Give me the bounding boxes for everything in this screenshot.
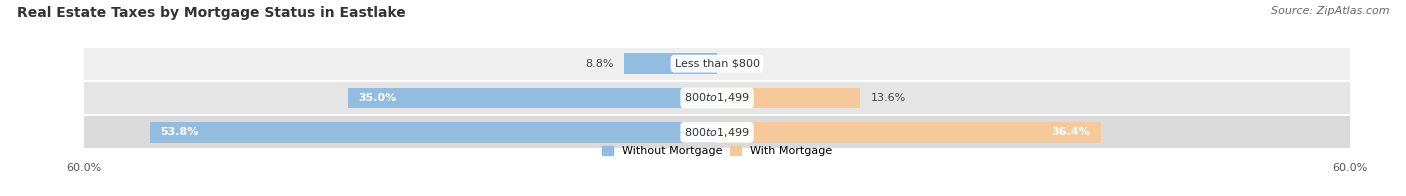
Text: 8.8%: 8.8% (585, 59, 614, 69)
Text: $800 to $1,499: $800 to $1,499 (685, 92, 749, 104)
Bar (84, 115, 1350, 150)
Bar (717, 122, 1101, 143)
Bar (717, 88, 860, 108)
Text: 53.8%: 53.8% (160, 127, 198, 137)
Bar (624, 54, 717, 74)
Text: 35.0%: 35.0% (359, 93, 396, 103)
Bar (150, 122, 717, 143)
Legend: Without Mortgage, With Mortgage: Without Mortgage, With Mortgage (602, 146, 832, 156)
Text: 0.0%: 0.0% (728, 59, 756, 69)
Text: 13.6%: 13.6% (872, 93, 907, 103)
Text: Less than $800: Less than $800 (675, 59, 759, 69)
Text: $800 to $1,499: $800 to $1,499 (685, 126, 749, 139)
Bar (84, 47, 1350, 81)
Text: Real Estate Taxes by Mortgage Status in Eastlake: Real Estate Taxes by Mortgage Status in … (17, 6, 405, 20)
Text: 36.4%: 36.4% (1052, 127, 1091, 137)
Bar (84, 81, 1350, 115)
Text: Source: ZipAtlas.com: Source: ZipAtlas.com (1271, 6, 1389, 16)
Bar (349, 88, 717, 108)
